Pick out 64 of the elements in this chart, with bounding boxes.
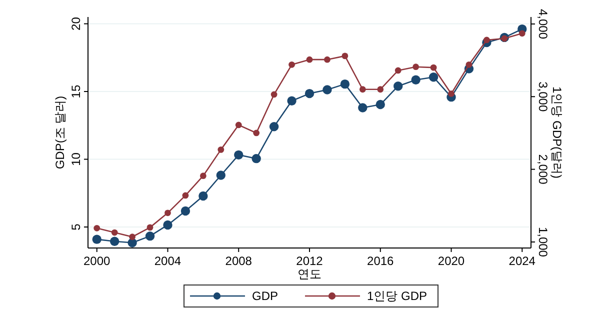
y-tick-label: 20 xyxy=(69,16,83,30)
y2-axis-title: 1인당 GDP(달러) xyxy=(550,86,564,179)
point xyxy=(218,146,224,153)
point xyxy=(253,130,260,136)
point xyxy=(164,210,171,216)
point xyxy=(234,150,244,160)
point xyxy=(394,67,402,74)
y-tick-label: 15 xyxy=(69,84,83,98)
point xyxy=(216,170,226,180)
legend-label: 1인당 GDP xyxy=(367,289,428,303)
y2-tick-label: 4,000 xyxy=(536,8,550,40)
point xyxy=(92,234,102,244)
y-tick-label: 10 xyxy=(69,152,83,166)
x-tick-label: 2012 xyxy=(296,254,324,268)
point xyxy=(110,236,120,246)
point xyxy=(146,224,154,231)
y2-tick-label: 1,000 xyxy=(536,226,550,258)
point xyxy=(269,122,279,132)
point xyxy=(501,35,508,42)
y-axis-title: GDP(조 달러) xyxy=(53,96,67,170)
point xyxy=(358,103,368,112)
legend-label: GDP xyxy=(252,289,278,303)
y-tick-label: 5 xyxy=(69,223,83,230)
point xyxy=(484,36,490,44)
point xyxy=(129,234,136,240)
point xyxy=(466,61,472,68)
point xyxy=(340,79,350,89)
point xyxy=(306,56,313,63)
point xyxy=(304,88,314,98)
x-tick-label: 2024 xyxy=(508,254,536,268)
point xyxy=(394,81,403,91)
x-tick-label: 2020 xyxy=(438,254,465,268)
point xyxy=(198,191,208,201)
point xyxy=(252,154,261,164)
point xyxy=(180,206,190,216)
point xyxy=(359,86,366,93)
point xyxy=(288,61,295,68)
point xyxy=(412,64,420,70)
point xyxy=(182,192,189,199)
x-tick-label: 2004 xyxy=(154,254,182,268)
x-axis-title: 연도 xyxy=(298,267,322,281)
point xyxy=(518,30,526,37)
y2-tick-label: 2,000 xyxy=(536,154,550,185)
point xyxy=(270,91,278,98)
point xyxy=(235,122,242,128)
point xyxy=(411,75,420,84)
point xyxy=(163,220,172,230)
point xyxy=(145,231,155,241)
point xyxy=(430,64,437,71)
point xyxy=(111,229,118,236)
point xyxy=(377,86,384,93)
point xyxy=(342,52,348,60)
point xyxy=(376,100,385,110)
point xyxy=(428,72,438,82)
x-tick-label: 2008 xyxy=(225,254,252,268)
point xyxy=(322,85,332,94)
point xyxy=(287,96,296,106)
point xyxy=(324,56,330,63)
y2-tick-label: 3,000 xyxy=(536,82,550,112)
point xyxy=(200,172,206,180)
point xyxy=(448,90,454,97)
x-tick-label: 2016 xyxy=(367,254,394,268)
x-tick-label: 2000 xyxy=(84,254,111,268)
point xyxy=(94,224,100,232)
